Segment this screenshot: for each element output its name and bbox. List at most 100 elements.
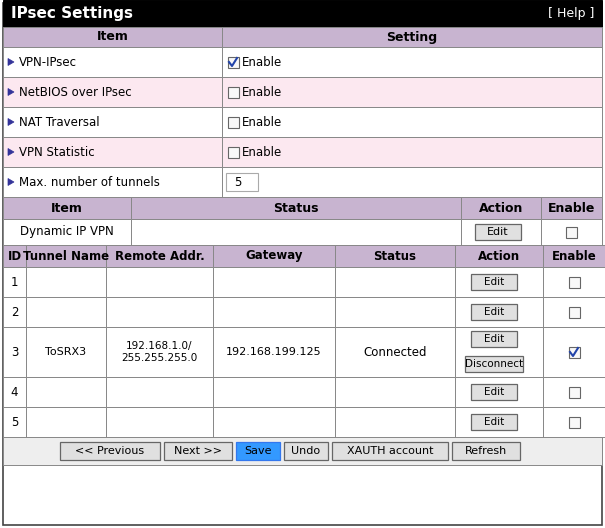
Bar xyxy=(226,173,258,191)
Text: 4: 4 xyxy=(11,385,18,399)
Bar xyxy=(131,219,461,245)
Bar xyxy=(471,274,517,290)
Bar xyxy=(213,267,335,297)
Text: Refresh: Refresh xyxy=(465,446,507,456)
Text: 5: 5 xyxy=(11,416,18,429)
Text: Edit: Edit xyxy=(484,334,504,344)
Bar xyxy=(26,245,106,267)
Bar xyxy=(543,245,605,267)
Text: NetBIOS over IPsec: NetBIOS over IPsec xyxy=(19,86,132,99)
Polygon shape xyxy=(8,178,14,185)
Text: Save: Save xyxy=(244,446,272,456)
Text: Action: Action xyxy=(479,202,523,214)
Bar xyxy=(3,27,222,47)
Bar xyxy=(3,107,222,137)
Bar xyxy=(569,277,580,288)
Bar xyxy=(452,442,520,460)
Bar xyxy=(335,327,455,377)
Text: Remote Addr.: Remote Addr. xyxy=(114,250,204,262)
Bar xyxy=(569,417,580,428)
Bar xyxy=(236,442,280,460)
Text: Connected: Connected xyxy=(363,345,427,359)
Text: XAUTH account: XAUTH account xyxy=(347,446,433,456)
Bar xyxy=(284,442,328,460)
Text: NAT Traversal: NAT Traversal xyxy=(19,116,100,128)
Bar xyxy=(26,377,106,407)
Text: [ Help ]: [ Help ] xyxy=(548,7,594,20)
Bar xyxy=(3,407,26,437)
Text: Enable: Enable xyxy=(242,55,283,69)
Bar xyxy=(461,219,541,245)
Bar xyxy=(227,146,238,157)
Bar xyxy=(3,47,222,77)
Bar xyxy=(3,0,602,27)
Text: ToSRX3: ToSRX3 xyxy=(45,347,87,357)
Bar xyxy=(222,77,602,107)
Text: VPN Statistic: VPN Statistic xyxy=(19,146,94,158)
Bar xyxy=(332,442,448,460)
Bar xyxy=(543,297,605,327)
Bar xyxy=(335,407,455,437)
Text: Item: Item xyxy=(51,202,83,214)
Bar xyxy=(213,245,335,267)
Text: ID: ID xyxy=(7,250,22,262)
Bar xyxy=(26,327,106,377)
Bar xyxy=(543,327,605,377)
Text: 1: 1 xyxy=(11,276,18,288)
Bar xyxy=(455,267,543,297)
Bar xyxy=(335,245,455,267)
Bar xyxy=(543,407,605,437)
Text: << Previous: << Previous xyxy=(76,446,145,456)
Bar xyxy=(106,327,213,377)
Text: Edit: Edit xyxy=(484,277,504,287)
Bar xyxy=(3,245,26,267)
Bar xyxy=(213,327,335,377)
Bar xyxy=(131,197,461,219)
Text: Gateway: Gateway xyxy=(245,250,302,262)
Text: Tunnel Name: Tunnel Name xyxy=(23,250,109,262)
Bar xyxy=(164,442,232,460)
Bar xyxy=(3,219,131,245)
Text: Enable: Enable xyxy=(552,250,597,262)
Bar xyxy=(471,331,517,347)
Text: Next >>: Next >> xyxy=(174,446,222,456)
Bar xyxy=(3,437,602,465)
Text: Status: Status xyxy=(273,202,319,214)
Bar xyxy=(569,306,580,317)
Polygon shape xyxy=(8,59,14,65)
Bar xyxy=(3,267,26,297)
Text: 192.168.199.125: 192.168.199.125 xyxy=(226,347,322,357)
Bar xyxy=(222,137,602,167)
Bar xyxy=(227,87,238,98)
Text: Action: Action xyxy=(478,250,520,262)
Bar xyxy=(26,407,106,437)
Text: 5: 5 xyxy=(234,175,241,188)
Text: Edit: Edit xyxy=(484,387,504,397)
Bar xyxy=(213,407,335,437)
Text: Enable: Enable xyxy=(242,86,283,99)
Text: Setting: Setting xyxy=(387,31,437,43)
Text: 2: 2 xyxy=(11,306,18,318)
Text: Undo: Undo xyxy=(292,446,321,456)
Bar xyxy=(566,227,577,238)
Bar xyxy=(222,47,602,77)
Text: Enable: Enable xyxy=(242,116,283,128)
Text: 3: 3 xyxy=(11,345,18,359)
Bar xyxy=(106,245,213,267)
Text: 192.168.1.0/
255.255.255.0: 192.168.1.0/ 255.255.255.0 xyxy=(122,341,198,363)
Bar xyxy=(227,117,238,127)
Polygon shape xyxy=(8,118,14,126)
Bar xyxy=(465,356,523,372)
Bar xyxy=(106,407,213,437)
Bar xyxy=(26,267,106,297)
Bar xyxy=(106,267,213,297)
Bar xyxy=(106,377,213,407)
Text: Edit: Edit xyxy=(487,227,509,237)
Text: Dynamic IP VPN: Dynamic IP VPN xyxy=(20,225,114,239)
Bar xyxy=(26,297,106,327)
Bar xyxy=(60,442,160,460)
Bar xyxy=(335,267,455,297)
Bar xyxy=(455,297,543,327)
Bar xyxy=(3,377,26,407)
Bar xyxy=(3,77,222,107)
